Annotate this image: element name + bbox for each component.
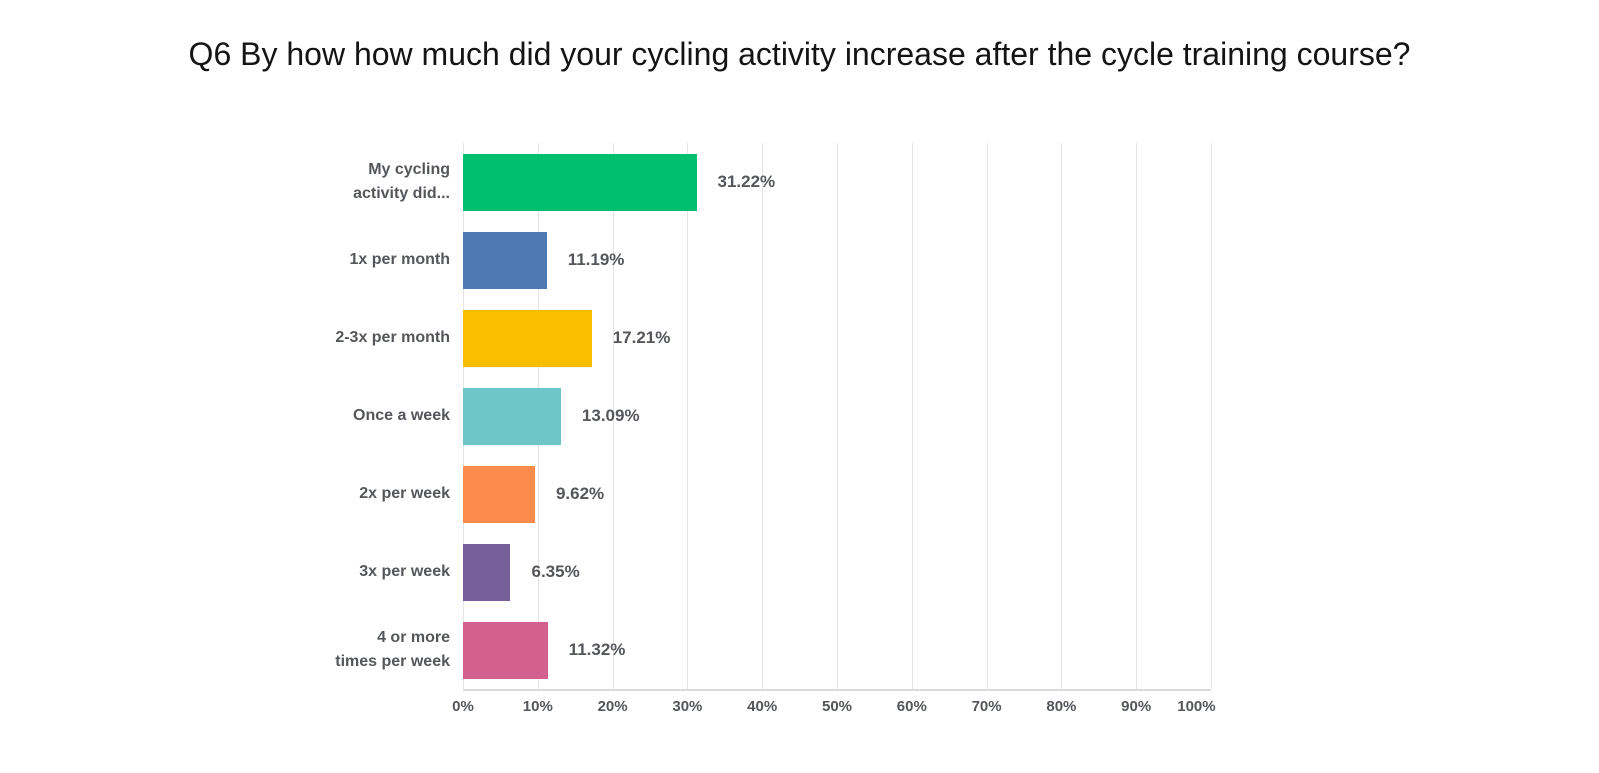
value-label: 11.19% xyxy=(567,250,625,269)
bar-track: 13.09% xyxy=(463,377,1211,455)
bar-rows: My cycling activity did... 31.22% 1x per m… xyxy=(0,143,1211,689)
gridline xyxy=(911,143,913,689)
bar xyxy=(463,231,547,289)
x-tick-label: 100% xyxy=(1177,698,1216,715)
bar-row: My cycling activity did... 31.22% xyxy=(0,143,1211,221)
bar-track: 11.32% xyxy=(463,611,1211,689)
gridline xyxy=(687,143,689,689)
bar-track: 11.19% xyxy=(463,221,1211,299)
bar-track: 31.22% xyxy=(463,143,1211,221)
bar xyxy=(463,387,561,445)
bar-track: 9.62% xyxy=(463,455,1211,533)
category-label: Once a week xyxy=(353,407,450,424)
gridline xyxy=(837,143,838,689)
gridline xyxy=(1211,143,1212,689)
x-tick-label: 30% xyxy=(672,698,703,715)
bar xyxy=(463,543,511,601)
gridline xyxy=(612,143,614,689)
category-label: 4 or more times per week xyxy=(335,629,450,670)
chart-title: Q6 By how how much did your cycling acti… xyxy=(188,36,1411,72)
value-label: 9.62% xyxy=(555,484,605,503)
value-label: 17.21% xyxy=(612,328,671,347)
bar-row: 2x per week 9.62% xyxy=(0,455,1211,533)
bar xyxy=(463,153,697,211)
x-tick-label: 80% xyxy=(1046,698,1077,715)
bar-row: 1x per month 11.19% xyxy=(0,221,1211,299)
value-label: 11.32% xyxy=(568,640,626,659)
bar-track: 6.35% xyxy=(463,533,1211,611)
x-tick-label: 70% xyxy=(971,698,1002,715)
category-label: 2x per week xyxy=(359,485,450,502)
x-tick-label: 10% xyxy=(522,698,553,715)
x-tick-label: 40% xyxy=(747,698,778,715)
x-tick-label: 60% xyxy=(896,698,927,715)
bar xyxy=(463,309,592,367)
gridline xyxy=(1061,143,1063,689)
category-label: 2-3x per month xyxy=(335,329,450,346)
x-tick-label: 0% xyxy=(452,698,474,715)
x-tick-label: 90% xyxy=(1121,698,1152,715)
bar xyxy=(463,621,548,679)
gridline xyxy=(1136,143,1138,689)
bar-row: Once a week 13.09% xyxy=(0,377,1211,455)
value-label: 6.35% xyxy=(531,562,580,581)
category-label: 1x per month xyxy=(349,251,450,268)
bar xyxy=(463,465,535,523)
category-label: 3x per week xyxy=(359,563,450,580)
category-label: My cycling activity did... xyxy=(353,161,450,202)
x-tick-label: 50% xyxy=(821,698,853,715)
bar-row: 4 or more times per week 11.32% xyxy=(0,611,1211,689)
x-tick-label: 20% xyxy=(597,698,628,715)
x-axis: 0% 10% 20% 30% 40% 50% 60% 70% 80% 90% 100% xyxy=(452,698,1215,722)
gridline xyxy=(986,143,988,689)
bar-row: 3x per week 6.35% xyxy=(0,533,1211,611)
bar-row: 2-3x per month 17.21% xyxy=(0,299,1211,377)
gridline xyxy=(762,143,764,689)
value-label: 31.22% xyxy=(717,172,776,191)
bar-track: 17.21% xyxy=(463,299,1211,377)
value-label: 13.09% xyxy=(581,406,640,425)
